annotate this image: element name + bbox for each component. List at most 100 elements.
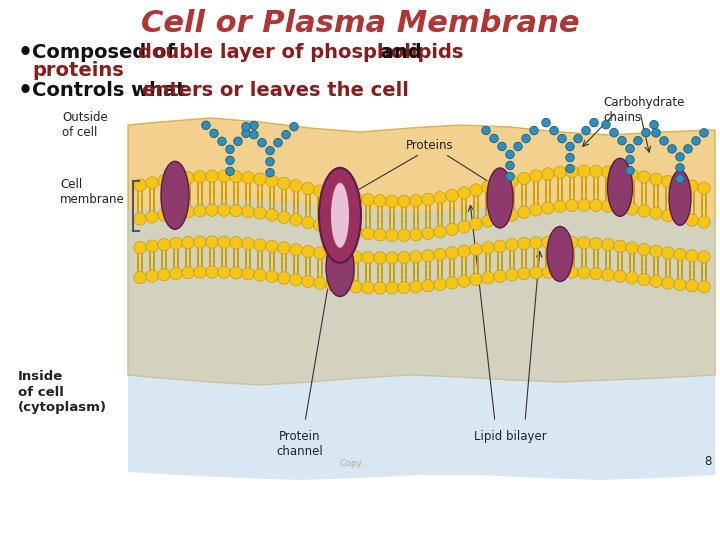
Ellipse shape	[698, 251, 710, 263]
Ellipse shape	[542, 236, 554, 248]
Ellipse shape	[218, 170, 230, 183]
Ellipse shape	[638, 273, 650, 286]
Ellipse shape	[386, 252, 398, 264]
Ellipse shape	[590, 267, 602, 280]
Text: •: •	[18, 79, 33, 103]
Ellipse shape	[278, 272, 290, 284]
Ellipse shape	[326, 248, 338, 261]
Ellipse shape	[158, 239, 170, 251]
Text: Inside
of cell
(cytoplasm): Inside of cell (cytoplasm)	[18, 370, 107, 414]
Ellipse shape	[422, 227, 434, 240]
Ellipse shape	[319, 168, 361, 263]
Ellipse shape	[638, 171, 650, 183]
Ellipse shape	[578, 267, 590, 279]
Ellipse shape	[547, 226, 573, 281]
Ellipse shape	[558, 134, 566, 143]
Ellipse shape	[530, 237, 542, 249]
Ellipse shape	[530, 267, 542, 279]
Ellipse shape	[698, 182, 710, 194]
Ellipse shape	[662, 277, 674, 289]
Ellipse shape	[482, 181, 494, 193]
Ellipse shape	[626, 144, 634, 153]
Ellipse shape	[446, 247, 458, 259]
Ellipse shape	[566, 143, 575, 151]
Ellipse shape	[518, 267, 530, 280]
Ellipse shape	[206, 236, 218, 248]
Ellipse shape	[326, 187, 338, 200]
Ellipse shape	[386, 282, 398, 294]
Ellipse shape	[146, 211, 158, 223]
Ellipse shape	[566, 153, 575, 162]
Ellipse shape	[250, 131, 258, 139]
Ellipse shape	[422, 280, 434, 292]
Ellipse shape	[206, 204, 218, 217]
Ellipse shape	[134, 179, 146, 191]
Ellipse shape	[158, 268, 170, 281]
Text: Proteins: Proteins	[406, 139, 454, 152]
Ellipse shape	[650, 245, 662, 258]
Ellipse shape	[614, 201, 626, 213]
Ellipse shape	[410, 228, 422, 241]
Ellipse shape	[314, 277, 326, 289]
Ellipse shape	[676, 164, 684, 172]
Ellipse shape	[266, 146, 274, 155]
Ellipse shape	[494, 178, 506, 190]
Ellipse shape	[518, 172, 530, 185]
Ellipse shape	[487, 168, 513, 228]
Ellipse shape	[290, 244, 302, 256]
Text: Carbohydrate
chains: Carbohydrate chains	[603, 96, 685, 124]
Ellipse shape	[458, 275, 470, 287]
Text: 8: 8	[705, 455, 712, 468]
Ellipse shape	[434, 226, 446, 238]
Ellipse shape	[674, 248, 686, 261]
Ellipse shape	[398, 251, 410, 264]
Ellipse shape	[530, 126, 539, 135]
Ellipse shape	[182, 206, 194, 218]
Ellipse shape	[608, 158, 632, 217]
Ellipse shape	[541, 118, 550, 127]
Text: and: and	[374, 44, 422, 63]
Ellipse shape	[302, 217, 314, 228]
Ellipse shape	[146, 177, 158, 189]
Ellipse shape	[254, 173, 266, 185]
Ellipse shape	[338, 190, 350, 202]
Ellipse shape	[362, 252, 374, 264]
Ellipse shape	[206, 266, 218, 278]
Ellipse shape	[314, 185, 326, 197]
Text: Protein
channel: Protein channel	[276, 430, 323, 458]
Ellipse shape	[134, 213, 146, 225]
Ellipse shape	[242, 238, 254, 250]
Ellipse shape	[505, 161, 514, 170]
Text: Cell
membrane: Cell membrane	[60, 178, 125, 206]
Ellipse shape	[698, 216, 710, 228]
Ellipse shape	[134, 241, 146, 254]
Ellipse shape	[302, 183, 314, 194]
Text: enters or leaves the cell: enters or leaves the cell	[142, 82, 409, 100]
Ellipse shape	[494, 240, 506, 252]
Ellipse shape	[422, 249, 434, 262]
Ellipse shape	[274, 138, 282, 147]
Ellipse shape	[194, 205, 206, 217]
Ellipse shape	[506, 239, 518, 251]
Ellipse shape	[254, 239, 266, 251]
Ellipse shape	[505, 150, 514, 159]
Ellipse shape	[242, 129, 251, 138]
Ellipse shape	[350, 192, 362, 204]
Ellipse shape	[434, 278, 446, 291]
Ellipse shape	[410, 281, 422, 293]
Ellipse shape	[578, 237, 590, 249]
Ellipse shape	[638, 244, 650, 256]
Ellipse shape	[386, 195, 398, 207]
Ellipse shape	[170, 173, 182, 185]
Text: Controls what: Controls what	[32, 82, 192, 100]
Ellipse shape	[602, 120, 611, 129]
Ellipse shape	[686, 249, 698, 262]
Ellipse shape	[602, 166, 614, 178]
Ellipse shape	[522, 134, 530, 143]
Ellipse shape	[590, 118, 598, 127]
Ellipse shape	[182, 237, 194, 249]
Ellipse shape	[614, 240, 626, 252]
Ellipse shape	[386, 229, 398, 241]
Ellipse shape	[470, 218, 482, 230]
Ellipse shape	[506, 175, 518, 187]
